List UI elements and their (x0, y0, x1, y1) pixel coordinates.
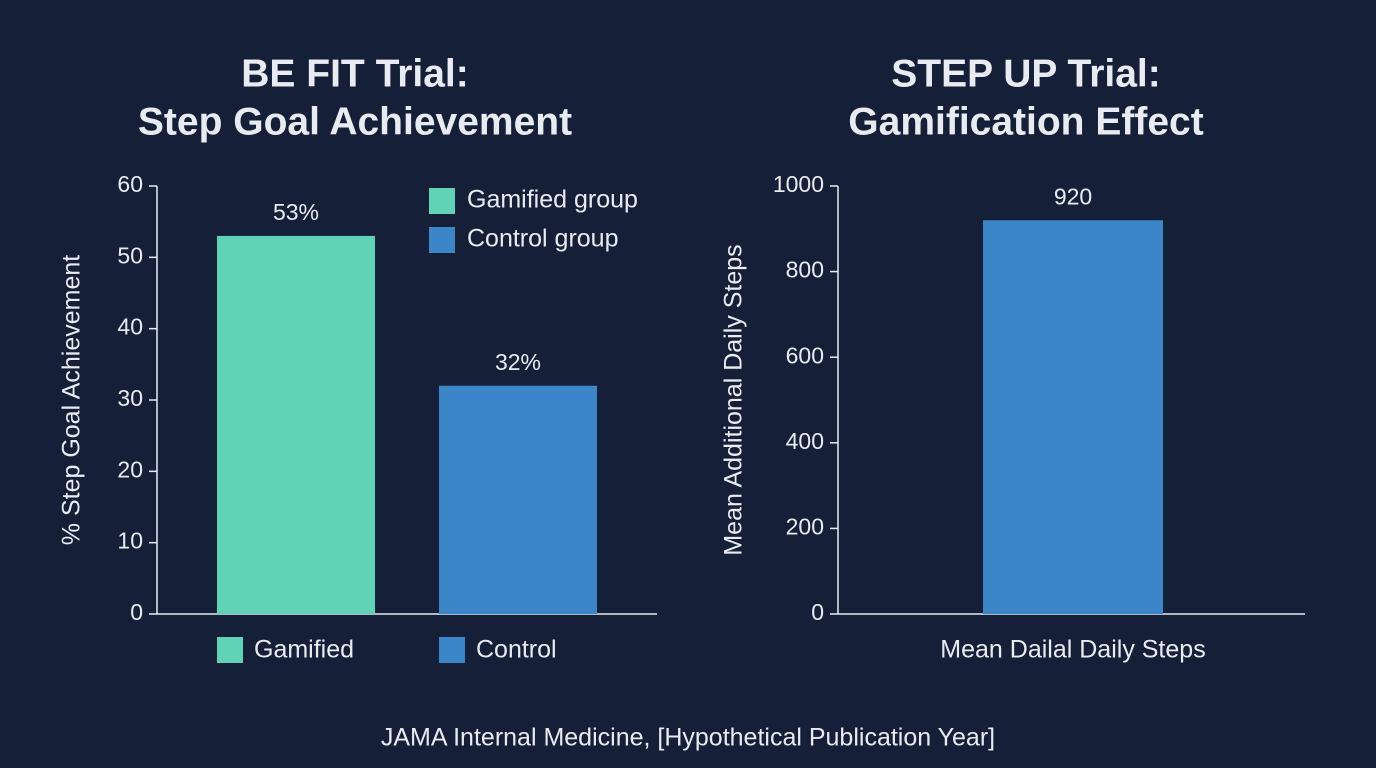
x-tick-label: Mean Dailal Daily Steps (940, 636, 1205, 664)
y-tick-label: 1000 (773, 171, 824, 197)
y-axis-label: Mean Additional Daily Steps (720, 244, 748, 555)
value-label: 32% (495, 349, 541, 375)
bar (439, 385, 597, 614)
y-tick-label: 40 (117, 314, 143, 340)
bar (217, 235, 375, 614)
y-tick-label: 800 (786, 257, 824, 283)
value-label: 920 (1054, 183, 1092, 209)
chart-title: Step Goal Achievement (138, 100, 572, 143)
y-tick-label: 10 (117, 528, 143, 554)
bar (983, 220, 1163, 615)
x-tick-label: Control (476, 636, 557, 664)
category-swatch (439, 637, 465, 663)
category-swatch (217, 637, 243, 663)
legend-swatch (429, 227, 455, 253)
legend-label: Control group (467, 225, 618, 253)
y-tick-label: 0 (130, 599, 143, 625)
y-tick-label: 20 (117, 456, 143, 482)
y-tick-label: 0 (811, 599, 824, 625)
y-tick-label: 400 (786, 428, 824, 454)
y-axis-label: % Step Goal Achievement (58, 255, 86, 545)
x-tick-label: Gamified (254, 636, 354, 664)
value-label: 53% (273, 199, 319, 225)
legend-swatch (429, 188, 455, 214)
legend-label: Gamified group (467, 186, 638, 214)
chart-title: BE FIT Trial: (241, 52, 469, 95)
chart-title: Gamification Effect (848, 100, 1203, 143)
y-tick-label: 200 (786, 513, 824, 539)
y-tick-label: 600 (786, 342, 824, 368)
y-tick-label: 50 (117, 242, 143, 268)
source-note: JAMA Internal Medicine, [Hypothetical Pu… (381, 724, 995, 752)
y-tick-label: 30 (117, 385, 143, 411)
chart-title: STEP UP Trial: (891, 52, 1161, 95)
y-tick-label: 60 (117, 171, 143, 197)
